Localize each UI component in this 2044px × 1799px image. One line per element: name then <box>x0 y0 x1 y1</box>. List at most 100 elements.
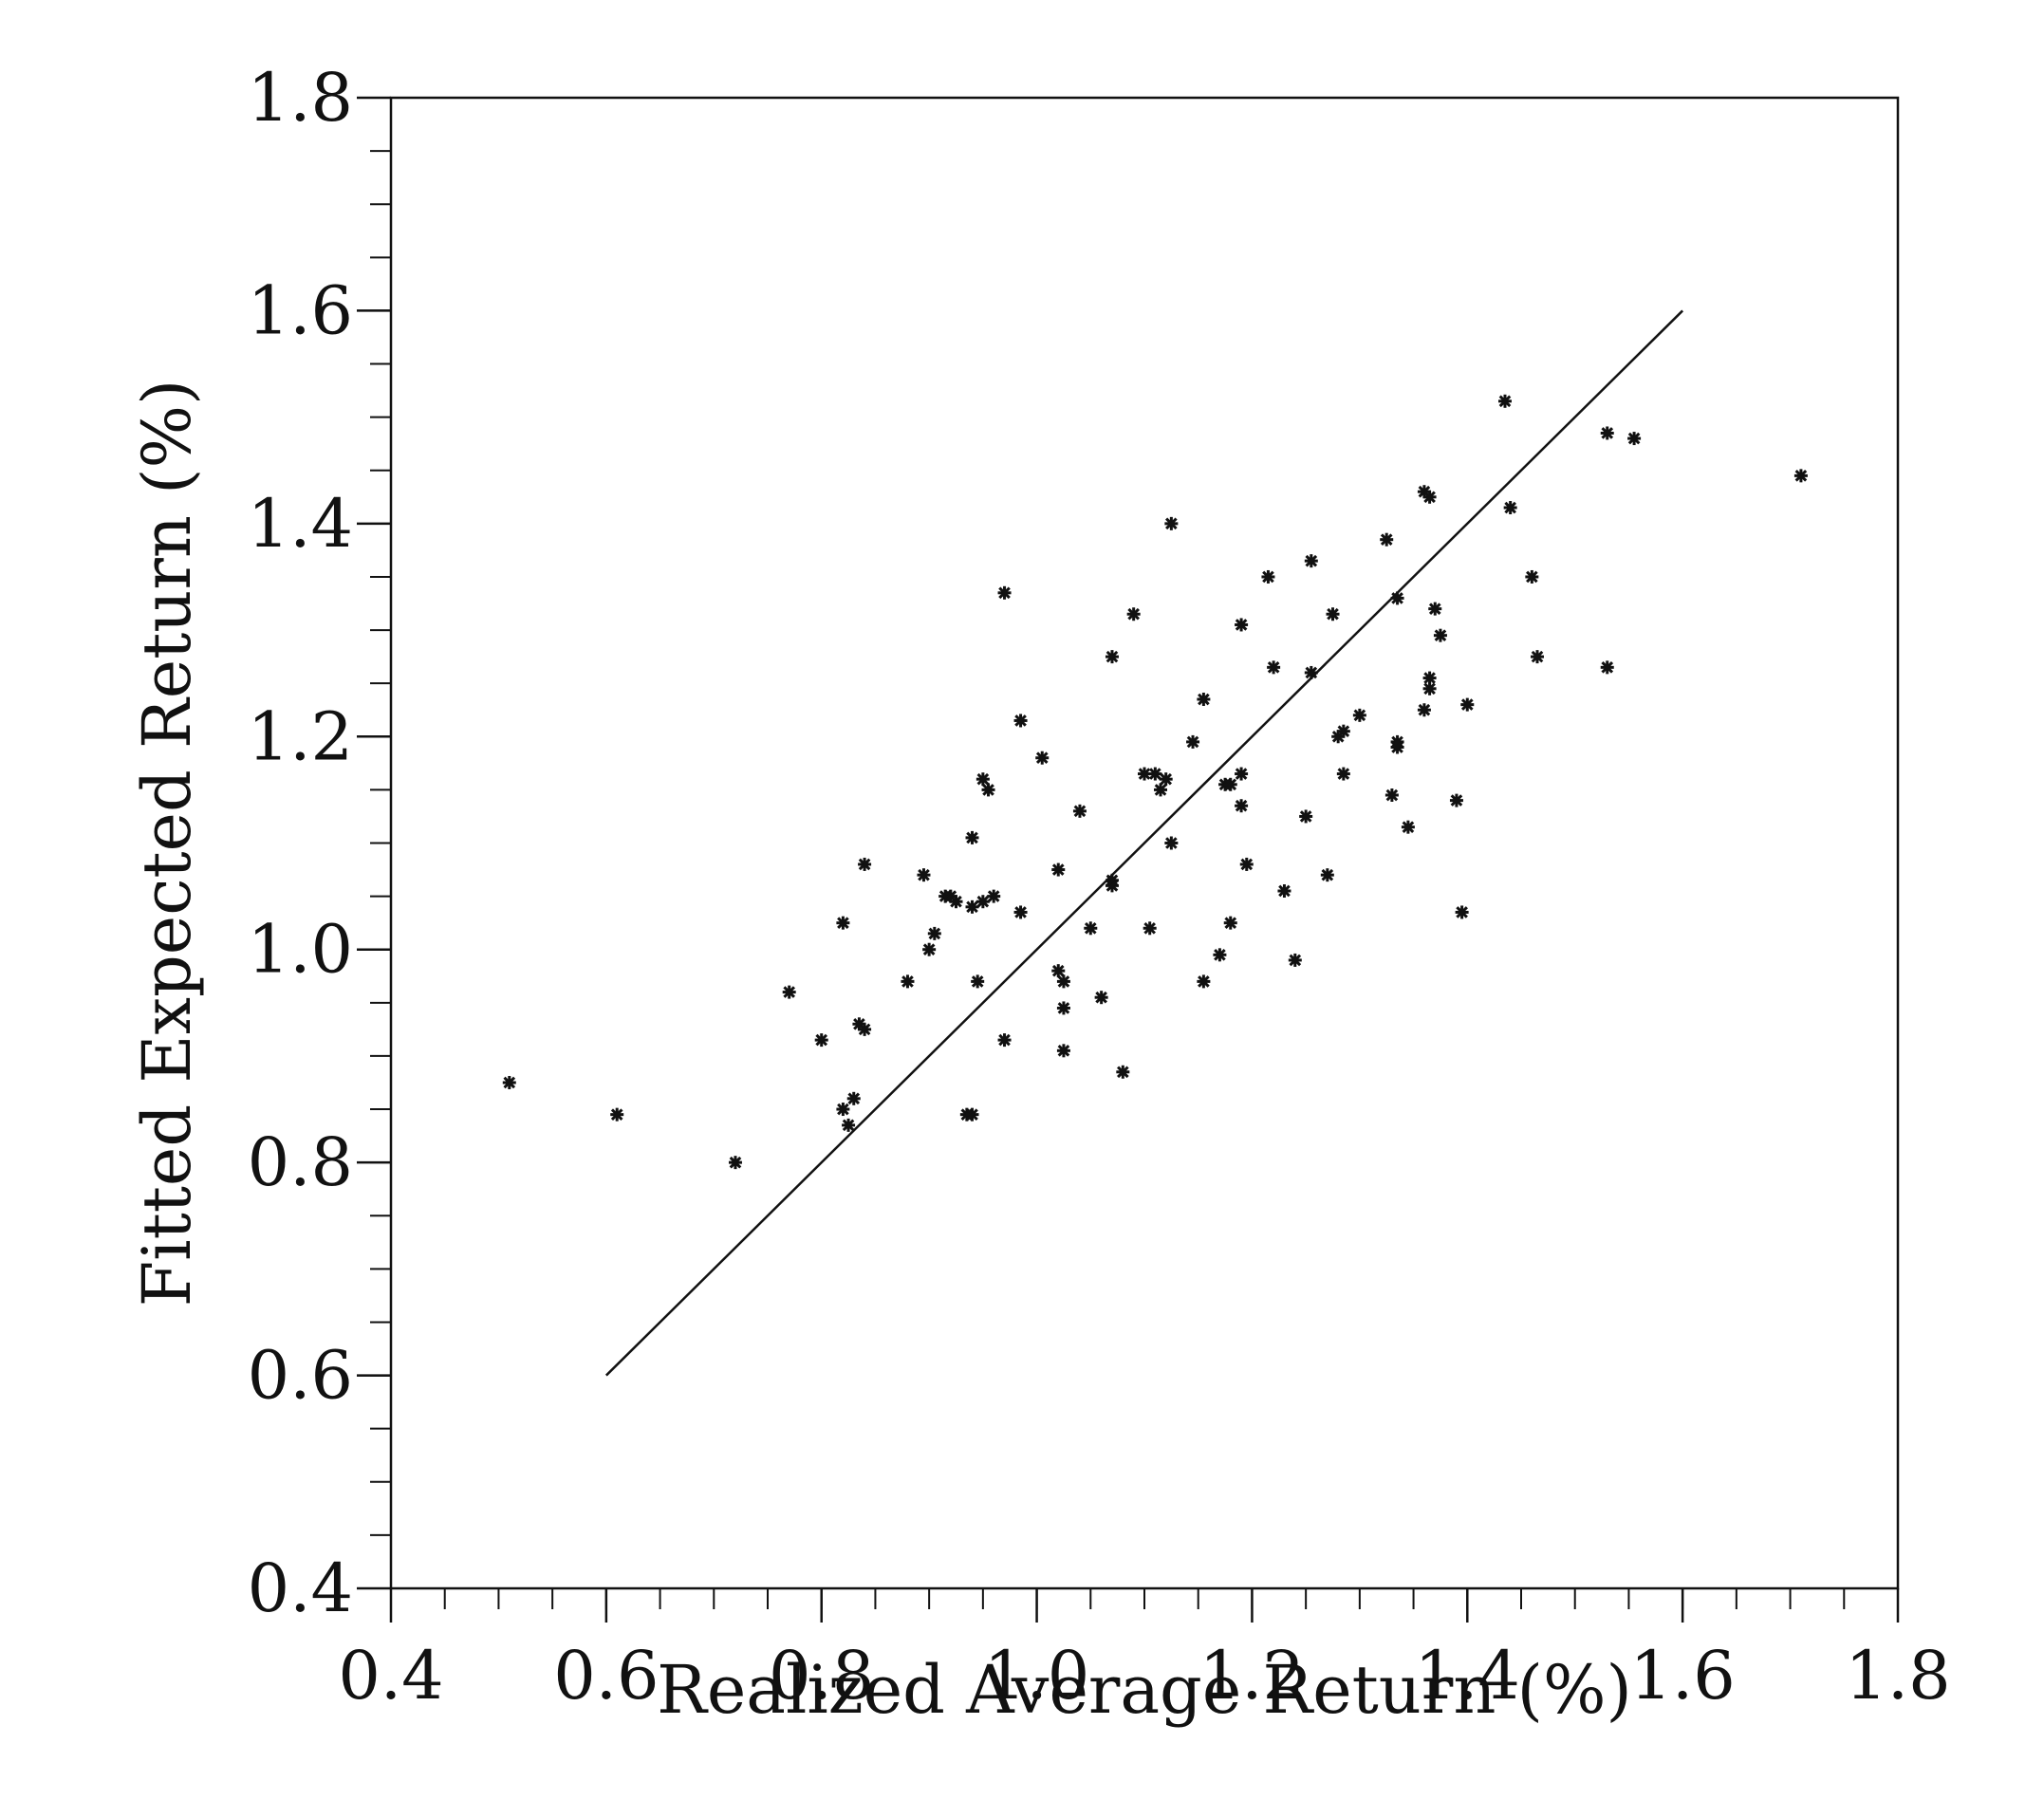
data-point <box>1433 628 1447 642</box>
data-point <box>1154 783 1168 797</box>
data-point <box>1239 857 1254 871</box>
data-point-stroke <box>1321 868 1334 881</box>
data-point-stroke <box>1504 501 1516 514</box>
data-point <box>1159 772 1173 787</box>
data-point-stroke <box>1160 772 1172 786</box>
y-tick-label: 0.6 <box>248 1337 353 1415</box>
data-point-stroke <box>610 1108 623 1121</box>
data-point <box>1084 921 1098 936</box>
data-point-stroke <box>966 900 978 914</box>
data-point-stroke <box>1051 964 1065 977</box>
data-point <box>1277 883 1291 898</box>
data-point-stroke <box>1450 794 1463 807</box>
data-point-stroke <box>1267 661 1280 674</box>
data-point-stroke <box>1418 703 1431 716</box>
data-point <box>1390 591 1404 605</box>
data-point <box>1197 974 1211 989</box>
data-point-stroke <box>1428 603 1441 615</box>
data-point <box>1235 618 1249 632</box>
data-point <box>1627 432 1642 446</box>
data-point <box>1223 777 1237 791</box>
data-point-stroke <box>1057 975 1070 988</box>
data-point <box>997 585 1012 600</box>
data-point <box>917 868 931 882</box>
data-point-stroke <box>922 943 936 956</box>
y-axis-title: Fitted Expected Return (%) <box>128 380 206 1308</box>
data-point-stroke <box>1143 921 1156 935</box>
x-tick-labels: 0.4 0.6 0.8 1.0 1.2 1.4 1.6 1.8 <box>338 1637 1950 1715</box>
data-point-stroke <box>1154 784 1167 796</box>
data-point <box>1035 751 1050 765</box>
data-point <box>1213 948 1227 962</box>
y-tick-label: 0.4 <box>248 1549 353 1627</box>
data-point <box>1116 1065 1130 1079</box>
data-point-stroke <box>1327 607 1339 621</box>
data-point <box>1304 665 1318 679</box>
data-point <box>782 985 796 999</box>
data-point <box>1164 836 1179 850</box>
data-point-stroke <box>1601 427 1614 439</box>
data-point-stroke <box>1198 975 1210 988</box>
data-point <box>846 1091 861 1105</box>
data-point-stroke <box>1165 517 1178 530</box>
data-point <box>836 1103 850 1117</box>
data-point <box>1422 490 1437 504</box>
data-point <box>949 895 963 909</box>
data-point <box>965 900 979 914</box>
data-point-stroke <box>1601 661 1614 674</box>
data-point <box>1051 862 1066 877</box>
data-point-stroke <box>1106 650 1119 663</box>
data-point-stroke <box>976 895 990 908</box>
data-point <box>1449 793 1463 807</box>
data-point-stroke <box>1391 592 1403 604</box>
data-point <box>1336 724 1350 738</box>
data-point-stroke <box>1051 863 1065 876</box>
data-point <box>1503 501 1517 515</box>
data-point <box>1072 804 1087 818</box>
data-point <box>965 1107 979 1122</box>
data-point-stroke <box>1627 432 1641 445</box>
data-point <box>1422 671 1437 685</box>
data-point-stroke <box>1214 949 1226 961</box>
data-point <box>1143 921 1157 936</box>
data-point-stroke <box>1138 768 1151 780</box>
data-point-stroke <box>1391 735 1403 749</box>
data-point <box>1455 905 1469 919</box>
data-point <box>1235 767 1249 781</box>
data-point-stroke <box>998 586 1011 600</box>
data-point-stroke <box>837 1103 849 1116</box>
data-point-stroke <box>1385 788 1399 802</box>
y-tick-labels: 0.4 0.6 0.8 1.0 1.2 1.4 1.6 1.8 <box>248 59 353 1627</box>
x-tick-label: 0.8 <box>769 1637 874 1715</box>
data-point-stroke <box>815 1033 828 1047</box>
y-tick-label: 0.8 <box>248 1123 353 1201</box>
data-point-stroke <box>783 986 795 998</box>
data-point-stroke <box>998 1033 1011 1047</box>
data-point-stroke <box>1337 768 1350 780</box>
data-point-stroke <box>858 1023 871 1036</box>
data-point-stroke <box>1149 768 1161 780</box>
data-point <box>1401 820 1415 834</box>
data-point-stroke <box>928 927 941 940</box>
data-point-stroke <box>1224 778 1237 791</box>
data-point-stroke <box>1418 485 1431 498</box>
data-point-stroke <box>1106 880 1119 892</box>
data-point-stroke <box>1337 725 1350 737</box>
data-point <box>1164 516 1179 530</box>
data-point-stroke <box>1423 672 1436 684</box>
data-point <box>922 942 937 956</box>
x-tick-label: 1.6 <box>1629 1637 1735 1715</box>
data-point-stroke <box>971 975 984 988</box>
plot-frame <box>389 96 1900 1590</box>
data-point-stroke <box>1289 954 1302 967</box>
data-point-stroke <box>1084 921 1097 935</box>
data-point <box>1352 708 1366 722</box>
data-point <box>1460 697 1475 712</box>
data-point <box>1013 714 1028 728</box>
data-point-stroke <box>1235 799 1248 812</box>
data-point <box>842 1118 856 1132</box>
data-point <box>987 889 1001 903</box>
data-point <box>1094 991 1108 1005</box>
y-tick-label: 1.6 <box>248 271 353 349</box>
